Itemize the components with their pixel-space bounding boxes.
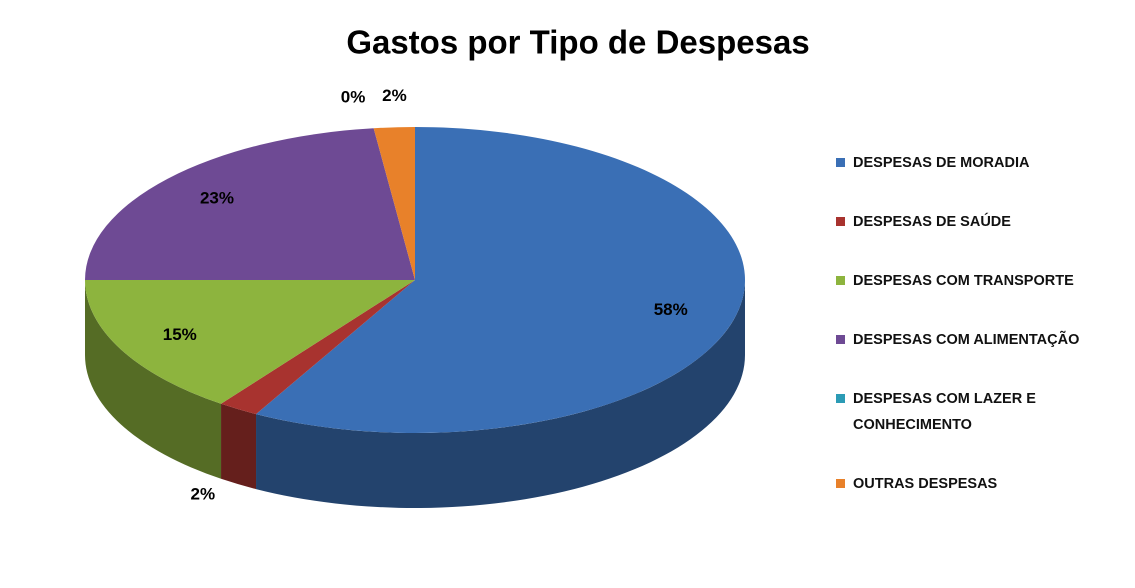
legend-swatch (836, 217, 845, 226)
legend: DESPESAS DE MORADIA DESPESAS DE SAÚDE DESP… (836, 150, 1126, 530)
legend-label: DESPESAS COM LAZER E CONHECIMENTO (853, 391, 1036, 433)
legend-swatch (836, 479, 845, 488)
legend-label: DESPESAS DE SAÚDE (853, 214, 1011, 230)
slice-side (256, 280, 745, 508)
data-label: 15% (163, 325, 197, 344)
data-label: 2% (191, 485, 216, 504)
data-label: 58% (654, 300, 688, 319)
slice (373, 127, 415, 280)
legend-swatch (836, 158, 845, 167)
legend-item: DESPESAS COM ALIMENTAÇÃO (836, 327, 1126, 353)
slice-side (85, 280, 222, 479)
chart-title: Gastos por Tipo de Despesas (346, 24, 809, 61)
legend-label: DESPESAS COM TRANSPORTE (853, 273, 1074, 289)
legend-item: DESPESAS DE MORADIA (836, 150, 1126, 176)
slice-side (221, 403, 257, 490)
slice (256, 127, 745, 433)
slice (85, 128, 415, 280)
legend-item: DESPESAS COM TRANSPORTE (836, 268, 1126, 294)
legend-swatch (836, 394, 845, 403)
legend-item: OUTRAS DESPESAS (836, 471, 1126, 497)
legend-label: DESPESAS COM ALIMENTAÇÃO (853, 332, 1080, 348)
legend-swatch (836, 335, 845, 344)
legend-swatch (836, 276, 845, 285)
slice (221, 280, 415, 415)
data-label: 2% (382, 86, 407, 105)
slice (85, 280, 415, 404)
legend-label: OUTRAS DESPESAS (853, 476, 998, 492)
legend-item: DESPESAS DE SAÚDE (836, 209, 1126, 235)
legend-label: DESPESAS DE MORADIA (853, 155, 1030, 171)
data-label: 23% (200, 189, 234, 208)
data-label: 0% (341, 87, 366, 106)
legend-item: DESPESAS COM LAZER E CONHECIMENTO (836, 386, 1126, 438)
